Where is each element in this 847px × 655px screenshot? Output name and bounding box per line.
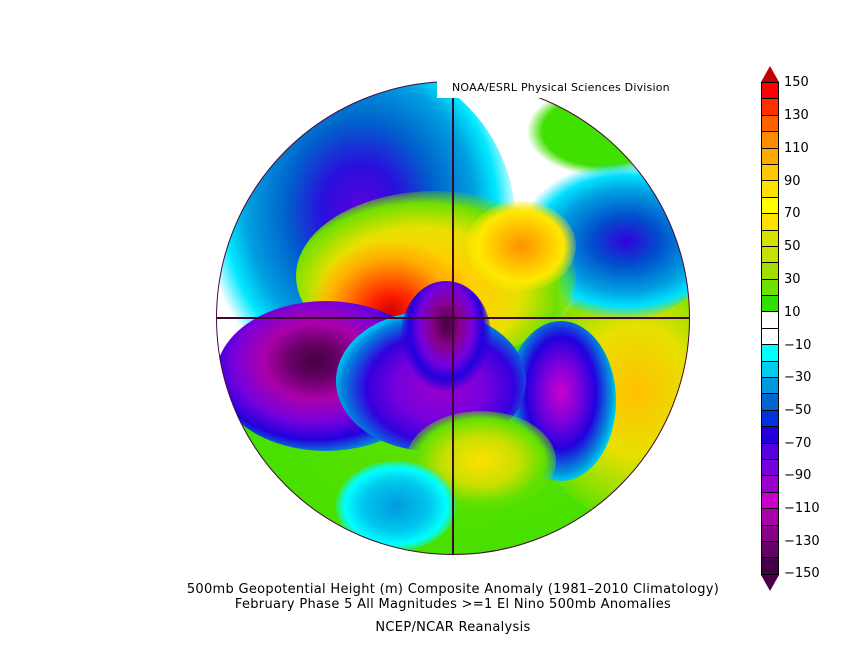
colorbar-tick: 50 xyxy=(784,239,801,254)
colorbar-segment xyxy=(762,509,778,525)
colorbar-segment xyxy=(762,443,778,459)
colorbar-tick: −30 xyxy=(784,370,812,385)
colorbar-tick: 10 xyxy=(784,305,801,320)
colorbar-segment xyxy=(762,132,778,148)
colorbar-tick: −110 xyxy=(784,501,820,516)
colorbar-tick: −150 xyxy=(784,566,820,581)
colorbar-tick: −10 xyxy=(784,338,812,353)
colorbar-under-arrow xyxy=(761,575,779,591)
colorbar-tick: 70 xyxy=(784,206,801,221)
colorbar-tick: −70 xyxy=(784,436,812,451)
colorbar-segment xyxy=(762,476,778,492)
colorbar-tick: −90 xyxy=(784,468,812,483)
colorbar-tick: −50 xyxy=(784,403,812,418)
colorbar-segment xyxy=(762,296,778,312)
colorbar-segment xyxy=(762,312,778,328)
colorbar-segment xyxy=(762,558,778,574)
colorbar-segment xyxy=(762,164,778,181)
map-boundary xyxy=(216,81,690,555)
colorbar-segments xyxy=(761,82,779,575)
colorbar-over-arrow xyxy=(761,66,779,82)
colorbar-segment xyxy=(762,115,778,132)
colorbar-segment xyxy=(762,83,778,99)
colorbar-segment xyxy=(762,525,778,541)
data-source: NCEP/NCAR Reanalysis xyxy=(375,620,531,635)
figure-subtitle: February Phase 5 All Magnitudes >=1 El N… xyxy=(234,597,672,612)
colorbar-segment xyxy=(762,230,778,246)
colorbar-tick: 110 xyxy=(784,141,809,156)
colorbar-tick: 30 xyxy=(784,272,801,287)
colorbar-segment xyxy=(762,394,778,410)
colorbar-segment xyxy=(762,246,778,263)
colorbar-segment xyxy=(762,427,778,443)
credit-label: NOAA/ESRL Physical Sciences Division xyxy=(437,78,693,98)
colorbar-segment xyxy=(762,181,778,197)
colorbar-segment xyxy=(762,345,778,361)
figure-title: 500mb Geopotential Height (m) Composite … xyxy=(186,582,720,597)
colorbar-segment xyxy=(762,492,778,509)
colorbar-tick: 130 xyxy=(784,108,809,123)
colorbar-tick: 90 xyxy=(784,174,801,189)
colorbar-segment xyxy=(762,214,778,230)
colorbar-segment xyxy=(762,328,778,345)
colorbar-segment xyxy=(762,459,778,476)
colorbar-segment xyxy=(762,279,778,296)
colorbar-segment xyxy=(762,378,778,394)
colorbar-segment xyxy=(762,410,778,427)
colorbar-segment xyxy=(762,99,778,115)
colorbar-tick: 150 xyxy=(784,75,809,90)
colorbar-segment xyxy=(762,361,778,378)
colorbar-segment xyxy=(762,263,778,279)
colorbar-segment xyxy=(762,148,778,164)
colorbar-tick: −130 xyxy=(784,534,820,549)
colorbar-segment xyxy=(762,541,778,558)
colorbar-segment xyxy=(762,197,778,214)
